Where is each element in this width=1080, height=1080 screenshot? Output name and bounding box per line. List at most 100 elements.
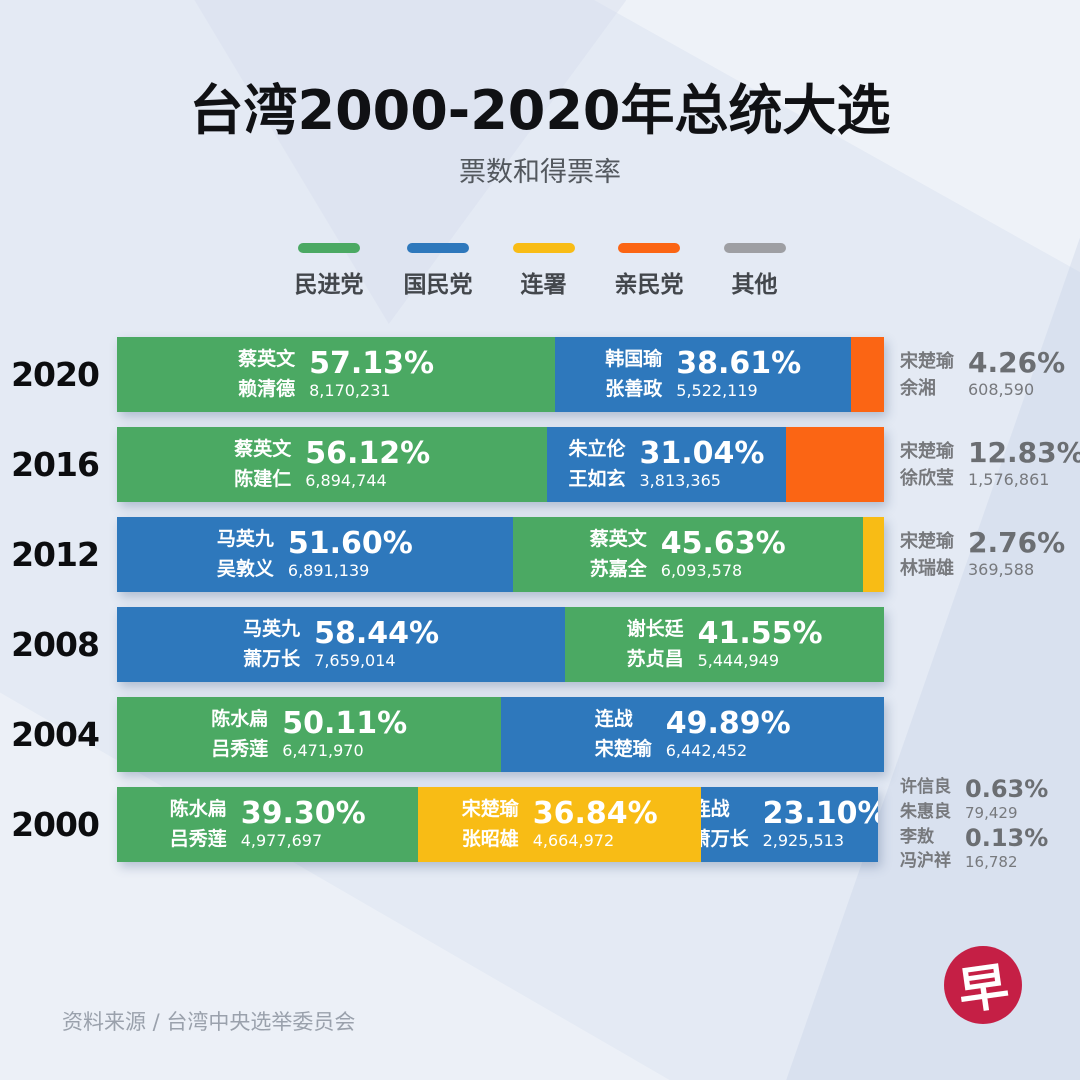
votes-value: 1,576,861 — [968, 469, 1050, 489]
legend: 民进党 国民党 连署 亲民党 其他 — [0, 243, 1080, 299]
candidate-name: 苏嘉全 — [589, 557, 647, 580]
candidate-name: 陈水扁 — [211, 708, 269, 731]
candidate-name: 宋楚瑜 — [594, 737, 652, 760]
legend-label: 其他 — [731, 272, 778, 298]
chart-row-2000: 2000 陈水扁 吕秀莲 39.30% 4,977,697 — [0, 776, 1080, 871]
bar-track: 马英九 萧万长 58.44% 7,659,014 谢长廷 苏贞昌 — [117, 607, 884, 682]
candidate-name: 赖清德 — [238, 377, 296, 400]
legend-swatch-blue — [407, 243, 469, 253]
chart-rows: 2020 蔡英文 赖清德 57.13% 8,170,231 — [0, 337, 1080, 877]
segment-label: 连战 萧万长 23.10% 2,925,513 — [701, 787, 878, 862]
chart-row-2008: 2008 马英九 萧万长 58.44% 7,659,014 — [0, 607, 1080, 682]
segment-label: 陈水扁 吕秀莲 39.30% 4,977,697 — [117, 787, 418, 862]
candidate-name: 韩国瑜 — [605, 348, 663, 371]
votes-value: 608,590 — [968, 379, 1035, 399]
votes-value: 3,813,365 — [639, 471, 721, 491]
bar-segment-pfp — [851, 337, 884, 412]
votes-value: 2,925,513 — [762, 831, 845, 851]
bar-segment-dpp: 蔡英文 陈建仁 56.12% 6,894,744 — [117, 427, 548, 502]
legend-label: 亲民党 — [614, 272, 684, 298]
votes-value: 6,471,970 — [282, 741, 364, 761]
bar-segment-petition: 宋楚瑜 张昭雄 36.84% 4,664,972 — [418, 787, 701, 862]
candidate-name: 马英九 — [243, 618, 301, 641]
year-label: 2012 — [11, 535, 100, 574]
bar-segment-dpp: 谢长廷 苏贞昌 41.55% 5,444,949 — [565, 607, 884, 682]
chart-row-2020: 2020 蔡英文 赖清德 57.13% 8,170,231 — [0, 337, 1080, 412]
page-subtitle: 票数和得票率 — [459, 157, 621, 188]
segment-label: 韩国瑜 张善政 38.61% 5,522,119 — [555, 337, 851, 412]
percent-value: 57.13% — [309, 345, 435, 381]
votes-value: 4,977,697 — [240, 831, 323, 851]
legend-item-petition: 连署 — [512, 243, 575, 299]
percent-value: 4.26% — [968, 345, 1066, 379]
candidate-name: 吕秀莲 — [211, 737, 269, 760]
bar-segment-kmt: 朱立伦 王如玄 31.04% 3,813,365 — [547, 427, 786, 502]
votes-value: 5,522,119 — [676, 381, 758, 401]
legend-item-dpp: 民进党 — [295, 243, 364, 299]
bar-segment-kmt: 马英九 萧万长 58.44% 7,659,014 — [117, 607, 566, 682]
segment-label: 谢长廷 苏贞昌 41.55% 5,444,949 — [565, 607, 884, 682]
percent-value: 45.63% — [660, 525, 786, 561]
year-label: 2020 — [11, 355, 100, 394]
bar-segment-kmt: 马英九 吴敦义 51.60% 6,891,139 — [117, 517, 513, 592]
bar-segment-kmt: 连战 宋楚瑜 49.89% 6,442,452 — [501, 697, 884, 772]
candidate-name: 苏贞昌 — [626, 647, 684, 670]
votes-value: 6,093,578 — [660, 561, 743, 581]
votes-value: 5,444,949 — [697, 651, 780, 671]
data-source: 资料来源 / 台湾中央选举委员会 — [62, 1010, 356, 1034]
segment-label: 马英九 吴敦义 51.60% 6,891,139 — [117, 517, 513, 592]
legend-item-pfp: 亲民党 — [615, 243, 684, 299]
bar-track: 陈水扁 吕秀莲 39.30% 4,977,697 宋楚瑜 张昭雄 — [117, 787, 884, 862]
percent-value: 12.83% — [968, 435, 1080, 469]
bar-segment-dpp: 蔡英文 苏嘉全 45.63% 6,093,578 — [512, 517, 863, 592]
candidate-name: 徐欣莹 — [900, 467, 954, 489]
legend-swatch-green — [298, 243, 360, 253]
legend-swatch-gray — [723, 243, 786, 253]
votes-value: 6,894,744 — [305, 471, 387, 491]
candidate-name: 萧万长 — [243, 647, 301, 670]
zaobao-logo: 早 — [944, 946, 1022, 1024]
candidate-name: 吕秀莲 — [169, 827, 227, 850]
chart-row-2016: 2016 蔡英文 陈建仁 56.12% 6,894,744 — [0, 427, 1080, 502]
votes-value: 7,659,014 — [314, 651, 396, 671]
percent-value: 50.11% — [282, 705, 408, 741]
outside-annotation: 宋楚瑜 林瑞雄 2.76% 369,588 — [900, 517, 1065, 592]
votes-value: 4,664,972 — [532, 831, 615, 851]
segment-label: 蔡英文 赖清德 57.13% 8,170,231 — [117, 337, 555, 412]
bar-segment-kmt: 连战 萧万长 23.10% 2,925,513 — [700, 787, 879, 862]
legend-item-other: 其他 — [723, 243, 786, 299]
legend-label: 民进党 — [294, 272, 364, 298]
percent-value: 0.13% — [965, 824, 1049, 853]
candidate-name: 朱惠良 — [900, 801, 951, 822]
candidate-name: 蔡英文 — [238, 348, 296, 371]
candidate-name: 许信良 — [900, 777, 951, 798]
votes-value: 8,170,231 — [309, 381, 391, 401]
candidate-name: 宋楚瑜 — [461, 798, 519, 821]
page-title: 台湾2000-2020年总统大选 — [189, 79, 891, 142]
bar-segment-kmt: 韩国瑜 张善政 38.61% 5,522,119 — [555, 337, 852, 412]
percent-value: 51.60% — [287, 525, 413, 561]
legend-item-kmt: 国民党 — [404, 243, 473, 299]
bar-segment-dpp: 蔡英文 赖清德 57.13% 8,170,231 — [117, 337, 556, 412]
bar-track: 马英九 吴敦义 51.60% 6,891,139 蔡英文 苏嘉全 — [117, 517, 884, 592]
segment-label: 陈水扁 吕秀莲 50.11% 6,471,970 — [117, 697, 501, 772]
segment-label: 蔡英文 陈建仁 56.12% 6,894,744 — [117, 427, 547, 502]
candidate-name: 冯沪祥 — [900, 851, 951, 872]
candidate-name: 连战 — [700, 798, 730, 821]
percent-value: 41.55% — [697, 615, 823, 651]
votes-value: 79,429 — [965, 803, 1018, 822]
legend-label: 连署 — [520, 272, 567, 298]
segment-label: 朱立伦 王如玄 31.04% 3,813,365 — [547, 427, 785, 502]
percent-value: 38.61% — [676, 345, 802, 381]
percent-value: 36.84% — [532, 795, 658, 831]
candidate-name: 谢长廷 — [626, 618, 684, 641]
bar-segment-dpp: 陈水扁 吕秀莲 39.30% 4,977,697 — [117, 787, 419, 862]
legend-swatch-yellow — [512, 243, 575, 253]
outside-annotation: 宋楚瑜 余湘 4.26% 608,590 — [900, 337, 1065, 412]
year-label: 2000 — [11, 805, 100, 844]
percent-value: 23.10% — [762, 795, 879, 831]
candidate-name: 蔡英文 — [589, 528, 647, 551]
segment-label: 马英九 萧万长 58.44% 7,659,014 — [117, 607, 565, 682]
bar-track: 陈水扁 吕秀莲 50.11% 6,471,970 连战 宋楚瑜 — [117, 697, 884, 772]
candidate-name: 陈水扁 — [169, 798, 227, 821]
